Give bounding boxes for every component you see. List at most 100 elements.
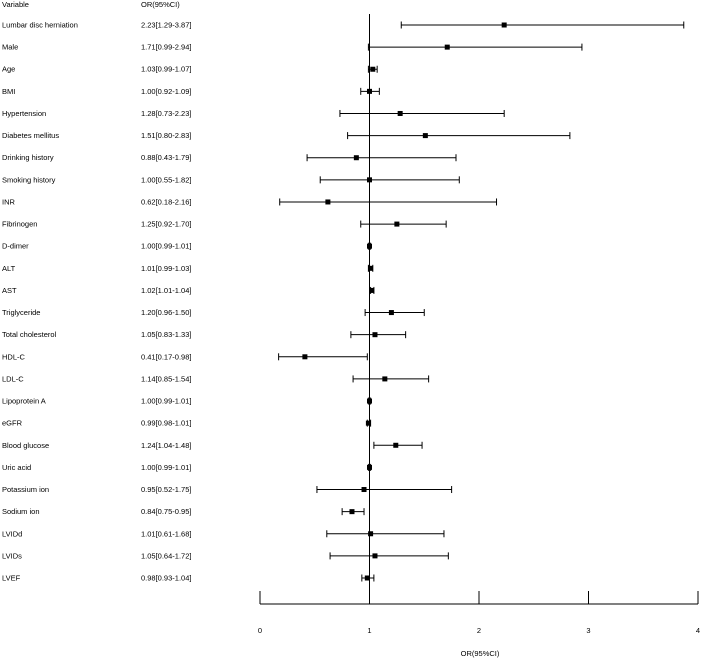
or-point — [501, 22, 507, 28]
forest-row: ALT 1.01[0.99-1.03] — [2, 264, 374, 273]
row-variable-label: D-dimer — [2, 242, 29, 251]
or-point — [372, 553, 378, 559]
row-estimate-label: 1.14[0.85-1.54] — [141, 374, 191, 383]
row-estimate-label: 0.98[0.93-1.04] — [141, 574, 191, 583]
row-variable-label: Drinking history — [2, 153, 54, 162]
row-estimate-label: 1.03[0.99-1.07] — [141, 65, 191, 74]
forest-row: Potassium ion 0.95[0.52-1.75] — [2, 485, 453, 494]
forest-row: D-dimer 1.00[0.99-1.01] — [2, 242, 372, 251]
row-estimate-label: 1.00[0.99-1.01] — [141, 463, 191, 472]
or-point — [364, 575, 370, 581]
forest-row: Fibrinogen 1.25[0.92-1.70] — [2, 220, 447, 229]
forest-row: Male 1.71[0.99-2.94] — [2, 43, 583, 52]
forest-row: AST 1.02[1.01-1.04] — [2, 286, 375, 295]
row-variable-label: INR — [2, 197, 16, 206]
row-estimate-label: 1.51[0.80-2.83] — [141, 131, 191, 140]
forest-row: LVIDs 1.05[0.64-1.72] — [2, 551, 449, 560]
or-point — [349, 509, 355, 515]
x-tick-label: 1 — [367, 626, 371, 635]
header-estimate: OR(95%CI) — [141, 0, 180, 9]
or-point — [393, 442, 399, 448]
row-estimate-label: 1.00[0.55-1.82] — [141, 175, 191, 184]
forest-row: Lipoprotein A 1.00[0.99-1.01] — [2, 397, 372, 406]
row-variable-label: AST — [2, 286, 17, 295]
forest-row: Drinking history 0.88[0.43-1.79] — [2, 153, 457, 162]
or-point — [325, 199, 331, 205]
forest-row: BMI 1.00[0.92-1.09] — [2, 87, 380, 96]
or-point — [394, 221, 400, 227]
x-tick-label: 3 — [586, 626, 590, 635]
row-variable-label: Lipoprotein A — [2, 397, 46, 406]
or-point — [302, 354, 308, 360]
forest-row: Total cholesterol 1.05[0.83-1.33] — [2, 330, 407, 339]
x-tick-label: 2 — [477, 626, 481, 635]
or-point — [444, 44, 450, 50]
row-estimate-label: 1.20[0.96-1.50] — [141, 308, 191, 317]
x-tick-label: 4 — [696, 626, 700, 635]
row-variable-label: Potassium ion — [2, 485, 49, 494]
row-variable-label: Fibrinogen — [2, 220, 37, 229]
row-estimate-label: 1.05[0.64-1.72] — [141, 551, 191, 560]
or-point — [370, 66, 376, 72]
row-estimate-label: 1.25[0.92-1.70] — [141, 220, 191, 229]
row-estimate-label: 1.01[0.61-1.68] — [141, 529, 191, 538]
row-variable-label: Lumbar disc herniation — [2, 21, 78, 30]
row-variable-label: Smoking history — [2, 175, 56, 184]
row-variable-label: Triglyceride — [2, 308, 40, 317]
x-axis-label: OR(95%CI) — [461, 649, 500, 658]
row-estimate-label: 1.01[0.99-1.03] — [141, 264, 191, 273]
row-estimate-label: 2.23[1.29-3.87] — [141, 21, 191, 30]
or-point — [372, 332, 378, 338]
forest-row: Age 1.03[0.99-1.07] — [2, 65, 378, 74]
row-estimate-label: 1.28[0.73-2.23] — [141, 109, 191, 118]
row-estimate-label: 0.99[0.98-1.01] — [141, 419, 191, 428]
forest-row: Sodium ion 0.84[0.75-0.95] — [2, 507, 365, 516]
row-estimate-label: 1.00[0.99-1.01] — [141, 397, 191, 406]
row-estimate-label: 1.02[1.01-1.04] — [141, 286, 191, 295]
or-point — [422, 133, 428, 139]
forest-rows: Lumbar disc herniation 2.23[1.29-3.87] Mal… — [2, 21, 685, 583]
x-tick-label: 0 — [258, 626, 262, 635]
row-variable-label: LVEF — [2, 574, 21, 583]
row-estimate-label: 1.71[0.99-2.94] — [141, 43, 191, 52]
row-variable-label: Total cholesterol — [2, 330, 57, 339]
forest-row: LVIDd 1.01[0.61-1.68] — [2, 529, 445, 538]
row-variable-label: LVIDs — [2, 551, 22, 560]
forest-row: INR 0.62[0.18-2.16] — [2, 197, 498, 206]
row-estimate-label: 0.95[0.52-1.75] — [141, 485, 191, 494]
forest-row: Triglyceride 1.20[0.96-1.50] — [2, 308, 425, 317]
or-point — [369, 287, 375, 293]
or-point — [365, 420, 371, 426]
row-variable-label: Uric acid — [2, 463, 31, 472]
row-variable-label: Diabetes mellitus — [2, 131, 59, 140]
forest-row: LVEF 0.98[0.93-1.04] — [2, 574, 375, 583]
forest-row: HDL-C 0.41[0.17-0.98] — [2, 352, 368, 361]
row-variable-label: eGFR — [2, 419, 23, 428]
row-variable-label: LDL-C — [2, 374, 24, 383]
row-estimate-label: 1.00[0.92-1.09] — [141, 87, 191, 96]
row-estimate-label: 1.05[0.83-1.33] — [141, 330, 191, 339]
forest-row: Blood glucose 1.24[1.04-1.48] — [2, 441, 423, 450]
or-point — [368, 265, 374, 271]
row-estimate-label: 0.88[0.43-1.79] — [141, 153, 191, 162]
forest-row: LDL-C 1.14[0.85-1.54] — [2, 374, 430, 383]
forest-row: Lumbar disc herniation 2.23[1.29-3.87] — [2, 21, 685, 30]
or-point — [382, 376, 388, 382]
or-point — [361, 487, 367, 493]
row-variable-label: Age — [2, 65, 15, 74]
forest-row: Uric acid 1.00[0.99-1.01] — [2, 463, 372, 472]
forest-row: eGFR 0.99[0.98-1.01] — [2, 419, 372, 428]
forest-row: Diabetes mellitus 1.51[0.80-2.83] — [2, 131, 571, 140]
row-variable-label: ALT — [2, 264, 16, 273]
or-point — [353, 155, 359, 161]
row-variable-label: LVIDd — [2, 529, 22, 538]
row-estimate-label: 0.62[0.18-2.16] — [141, 197, 191, 206]
row-variable-label: Hypertension — [2, 109, 46, 118]
row-variable-label: HDL-C — [2, 352, 26, 361]
header-variable: Variable — [2, 0, 29, 9]
forest-row: Hypertension 1.28[0.73-2.23] — [2, 109, 505, 118]
row-estimate-label: 0.84[0.75-0.95] — [141, 507, 191, 516]
forest-row: Smoking history 1.00[0.55-1.82] — [2, 175, 460, 184]
row-estimate-label: 1.24[1.04-1.48] — [141, 441, 191, 450]
